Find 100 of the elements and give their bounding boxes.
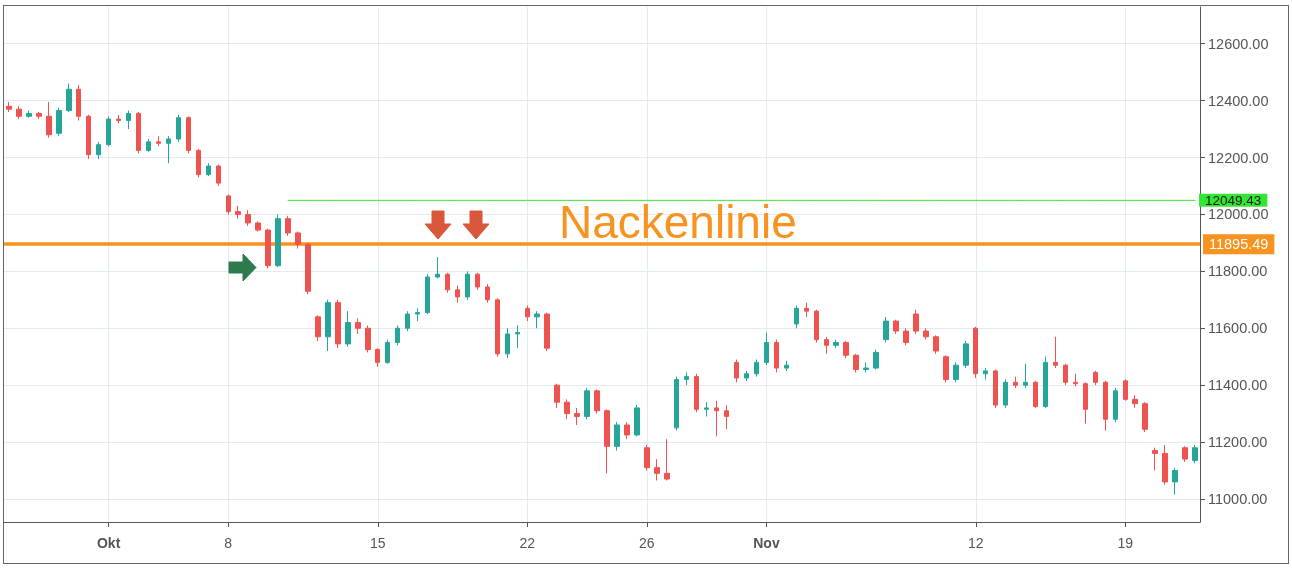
- candlestick: [554, 383, 560, 409]
- candlestick: [385, 339, 390, 365]
- candlestick: [784, 360, 789, 372]
- candlestick: [774, 339, 779, 373]
- candlestick: [365, 324, 371, 353]
- candlestick: [963, 340, 969, 369]
- candlestick: [883, 316, 889, 343]
- x-tick-label: 12: [967, 535, 984, 551]
- y-tick-label: 11400.00: [1208, 377, 1268, 394]
- candlestick: [1023, 363, 1028, 389]
- candlestick: [1113, 387, 1118, 423]
- candlestick: [973, 326, 978, 379]
- candlestick: [515, 324, 520, 349]
- candlestick: [405, 310, 410, 332]
- candlestick: [724, 404, 729, 430]
- x-tick-label: 26: [639, 535, 655, 551]
- candlestick: [953, 361, 959, 383]
- candlestick: [465, 270, 470, 301]
- candlestick: [295, 230, 301, 250]
- candlestick: [146, 138, 151, 153]
- candlestick: [843, 340, 849, 359]
- data-label: 12049.43: [1205, 192, 1262, 208]
- candlestick: [206, 162, 211, 177]
- candlestick: [136, 111, 141, 154]
- candlestick: [245, 209, 251, 227]
- candlestick: [654, 458, 660, 481]
- candlestick: [873, 349, 879, 370]
- candlestick: [1103, 380, 1108, 432]
- candlestick: [255, 221, 261, 232]
- candlestick: [26, 110, 32, 119]
- candlestick: [1063, 363, 1068, 386]
- candlestick: [863, 361, 869, 373]
- candlestick: [475, 272, 480, 291]
- candlestick: [156, 135, 161, 147]
- candlestick: [574, 407, 580, 426]
- candlestick: [495, 297, 500, 358]
- candlestick: [634, 404, 640, 437]
- candlestick: [754, 359, 759, 378]
- candlestick: [764, 332, 769, 366]
- candlestick: [335, 299, 341, 349]
- candlestick: [505, 327, 510, 359]
- annotation: Nackenlinie: [558, 196, 797, 249]
- candlestick: [1192, 444, 1198, 464]
- y-tick-label: 11200.00: [1208, 434, 1268, 451]
- candlestick: [56, 107, 62, 137]
- candlestick: [913, 309, 919, 335]
- candlestick: [1073, 373, 1078, 388]
- x-tick-label: Okt: [96, 535, 121, 551]
- candlestick: [435, 256, 440, 279]
- candlestick: [226, 194, 231, 215]
- candlestick: [345, 310, 351, 348]
- candlestick: [744, 370, 749, 382]
- y-tick-label: 12000.00: [1208, 206, 1269, 223]
- candlestick: [993, 368, 998, 409]
- candlestick: [604, 408, 610, 474]
- candlestick: [584, 387, 590, 420]
- candlestick: [564, 398, 570, 420]
- x-tick-label: 19: [1117, 535, 1134, 551]
- candlestick: [196, 148, 201, 178]
- candlestick: [96, 141, 101, 160]
- candlestick: [6, 101, 12, 113]
- candlestick: [534, 310, 540, 329]
- candlestick: [46, 101, 52, 139]
- candlestick: [395, 324, 400, 346]
- candlestick: [893, 319, 899, 335]
- candlestick: [1043, 356, 1048, 409]
- candlestick: [903, 327, 909, 346]
- candlestick: [1142, 401, 1148, 433]
- candlestick: [235, 205, 241, 220]
- candlestick: [16, 105, 22, 120]
- candlestick: [285, 215, 291, 237]
- candlestick: [116, 114, 121, 124]
- y-tick-label: 12400.00: [1208, 92, 1269, 109]
- candlestick: [425, 273, 430, 315]
- candlestick: [186, 115, 191, 154]
- candlestick: [1152, 447, 1158, 471]
- candlestick: [694, 373, 699, 413]
- y-tick-label: 12600.00: [1208, 35, 1269, 52]
- y-tick-label: 11800.00: [1208, 263, 1268, 280]
- candlestick: [664, 438, 670, 481]
- candlestick: [804, 302, 809, 318]
- candlestick: [216, 164, 221, 187]
- ref-line-label: 11895.49: [1209, 236, 1269, 253]
- candlestick: [824, 336, 829, 355]
- candlestick: [1132, 394, 1138, 409]
- candlestick: [594, 388, 600, 415]
- candlestick: [704, 401, 709, 417]
- candlestick: [1083, 381, 1088, 425]
- candlestick: [544, 312, 550, 352]
- y-tick-label: 12200.00: [1208, 149, 1269, 166]
- candlestick: [86, 114, 91, 160]
- candlestick: [106, 115, 111, 147]
- candlestick: [305, 242, 311, 295]
- y-tick-label: 11600.00: [1208, 320, 1268, 337]
- candlestick: [833, 339, 839, 349]
- candlestick: [415, 307, 420, 322]
- candlestick: [933, 334, 939, 355]
- candlestick: [355, 317, 361, 335]
- candlestick: [176, 114, 181, 143]
- candlestick: [674, 376, 679, 432]
